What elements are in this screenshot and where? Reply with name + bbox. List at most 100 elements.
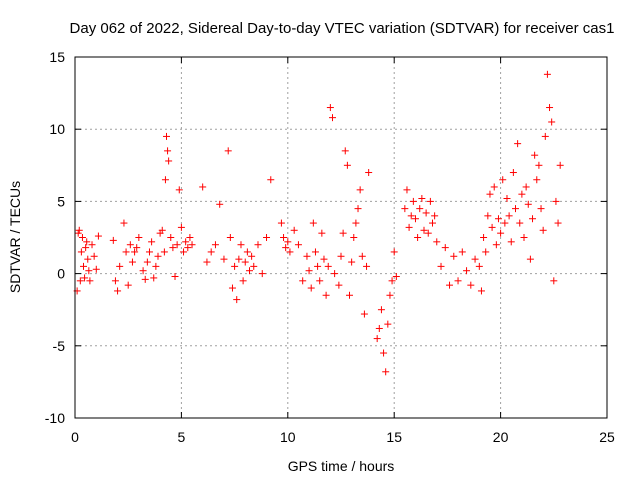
- data-point: [139, 267, 147, 275]
- data-point: [382, 368, 390, 376]
- data-point: [328, 114, 336, 122]
- data-point: [482, 248, 490, 256]
- x-tick-label: 15: [386, 429, 402, 445]
- data-point: [83, 238, 91, 246]
- data-point: [188, 241, 196, 249]
- data-point: [241, 258, 249, 266]
- data-point: [80, 262, 88, 270]
- data-point: [158, 226, 166, 234]
- data-point: [248, 252, 256, 260]
- y-axis-label: SDTVAR / TECUs: [7, 181, 23, 293]
- data-point: [477, 287, 485, 295]
- data-point: [467, 281, 475, 289]
- data-point: [424, 229, 432, 237]
- data-point: [180, 248, 188, 256]
- data-point: [354, 205, 362, 213]
- data-point: [403, 186, 411, 194]
- data-point: [165, 157, 173, 165]
- data-point: [135, 234, 143, 241]
- data-point: [78, 234, 86, 241]
- data-point: [175, 186, 183, 194]
- data-point: [290, 226, 298, 234]
- data-point: [497, 229, 505, 237]
- data-point: [401, 205, 409, 213]
- data-point: [535, 161, 543, 169]
- data-point: [411, 215, 419, 223]
- data-point: [277, 219, 285, 227]
- data-point: [220, 255, 228, 263]
- data-point: [343, 161, 351, 169]
- data-point: [309, 219, 317, 227]
- data-point: [311, 248, 319, 256]
- data-point: [94, 232, 102, 240]
- data-point: [145, 248, 153, 256]
- data-point: [143, 258, 151, 266]
- x-tick-label: 20: [493, 429, 509, 445]
- plot-frame: [74, 56, 608, 419]
- data-point: [420, 226, 428, 234]
- data-point: [85, 267, 93, 275]
- data-point: [514, 140, 522, 148]
- data-point: [492, 241, 500, 249]
- data-point: [231, 262, 239, 270]
- data-point: [352, 219, 360, 227]
- data-point: [350, 234, 358, 241]
- data-point: [171, 272, 179, 280]
- data-point: [182, 238, 190, 246]
- data-point: [305, 267, 313, 275]
- data-point: [463, 267, 471, 275]
- data-point: [154, 252, 162, 260]
- data-point: [490, 183, 498, 191]
- data-point: [541, 132, 549, 140]
- data-point: [258, 270, 266, 278]
- data-point: [254, 241, 262, 249]
- data-point: [520, 234, 528, 241]
- data-point: [418, 195, 426, 203]
- y-tick-label: 5: [57, 193, 65, 209]
- data-point: [131, 248, 139, 256]
- data-point: [88, 241, 96, 249]
- y-tick-label: 0: [57, 266, 65, 282]
- data-point: [446, 281, 454, 289]
- x-axis-label: GPS time / hours: [288, 458, 395, 474]
- data-point: [335, 281, 343, 289]
- data-point: [518, 190, 526, 198]
- data-point: [373, 335, 381, 343]
- data-point: [74, 229, 82, 237]
- data-point: [150, 274, 158, 282]
- x-tick-label: 0: [71, 429, 79, 445]
- data-point: [77, 248, 85, 256]
- x-tick-label: 10: [280, 429, 296, 445]
- data-point: [282, 244, 290, 252]
- data-point: [318, 229, 326, 237]
- data-point: [499, 176, 507, 184]
- data-point: [141, 275, 149, 283]
- data-point: [346, 291, 354, 299]
- data-point: [76, 277, 84, 285]
- data-point: [263, 234, 271, 241]
- data-point: [207, 248, 215, 256]
- data-point: [409, 197, 417, 205]
- data-point: [531, 151, 539, 159]
- data-point: [148, 238, 156, 246]
- data-point: [169, 244, 177, 252]
- data-point: [233, 296, 241, 304]
- data-point: [450, 252, 458, 260]
- data-point: [526, 255, 534, 263]
- data-point: [239, 277, 247, 285]
- data-point: [314, 262, 322, 270]
- data-point: [243, 248, 251, 256]
- data-point: [543, 70, 551, 78]
- data-point: [86, 277, 94, 285]
- y-tick-label: -5: [53, 338, 66, 354]
- data-point: [324, 262, 332, 270]
- data-point: [92, 265, 100, 273]
- data-point: [384, 320, 392, 328]
- data-point: [173, 241, 181, 249]
- data-point: [533, 176, 541, 184]
- data-point: [509, 169, 517, 177]
- y-tick-label: 15: [49, 49, 65, 65]
- data-point: [431, 212, 439, 220]
- chart-title: Day 062 of 2022, Sidereal Day-to-day VTE…: [70, 20, 615, 37]
- data-point: [407, 212, 415, 220]
